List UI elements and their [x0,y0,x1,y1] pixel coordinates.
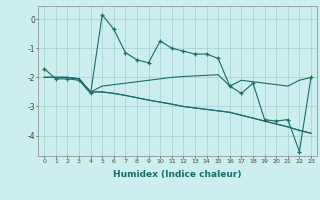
X-axis label: Humidex (Indice chaleur): Humidex (Indice chaleur) [113,170,242,179]
